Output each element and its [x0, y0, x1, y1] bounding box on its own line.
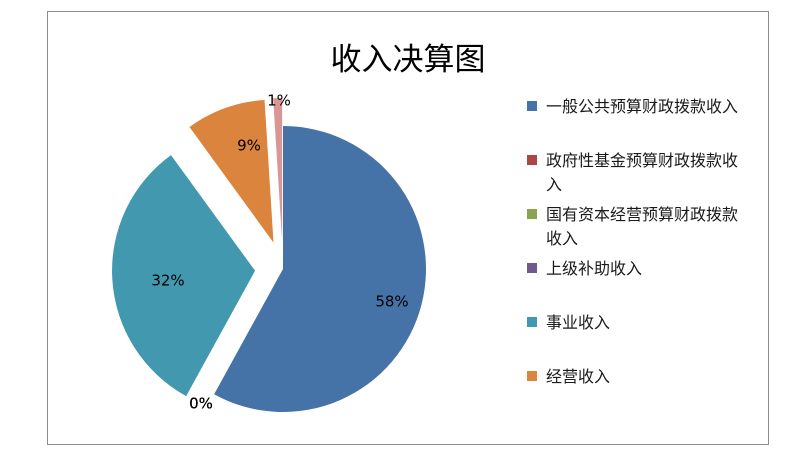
legend-swatch: [527, 209, 537, 219]
pie-data-label: 58%: [375, 293, 408, 311]
legend-label: 一般公共预算财政拨款收入: [546, 97, 739, 116]
pie-data-label: 1%: [267, 92, 291, 110]
legend-label: 经营收入: [546, 367, 611, 386]
legend-swatch: [527, 101, 537, 111]
pie-slice: [189, 99, 274, 243]
legend-label: 事业收入: [546, 313, 611, 332]
chart-title: 收入决算图: [330, 42, 486, 78]
legend-item: 事业收入: [527, 311, 746, 335]
legend-label: 上级补助收入: [546, 259, 643, 278]
legend-swatch: [527, 371, 537, 381]
legend-label: 政府性基金预算财政拨款收入: [546, 151, 739, 194]
pie-data-label: 32%: [151, 272, 184, 290]
legend-swatch: [527, 155, 537, 165]
legend-item: 经营收入: [527, 365, 746, 389]
pie-slice: [273, 98, 283, 242]
pie-data-label: 9%: [237, 137, 261, 155]
pie-data-label: 0%: [189, 395, 213, 413]
legend-swatch: [527, 263, 537, 273]
pie-slice: [214, 126, 426, 413]
pie-data-label: 0%: [189, 395, 213, 413]
legend-item: 一般公共预算财政拨款收入: [527, 95, 746, 119]
legend-label: 国有资本经营预算财政拨款收入: [546, 205, 739, 248]
legend-item: 政府性基金预算财政拨款收入: [527, 149, 746, 197]
legend-swatch: [527, 317, 537, 327]
pie-slice: [112, 155, 256, 397]
legend-item: 国有资本经营预算财政拨款收入: [527, 203, 746, 251]
pie-data-label: 0%: [189, 395, 213, 413]
legend-item: 上级补助收入: [527, 257, 746, 281]
